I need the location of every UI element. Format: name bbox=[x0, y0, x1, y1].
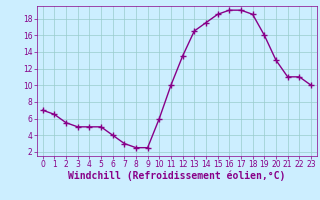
X-axis label: Windchill (Refroidissement éolien,°C): Windchill (Refroidissement éolien,°C) bbox=[68, 171, 285, 181]
